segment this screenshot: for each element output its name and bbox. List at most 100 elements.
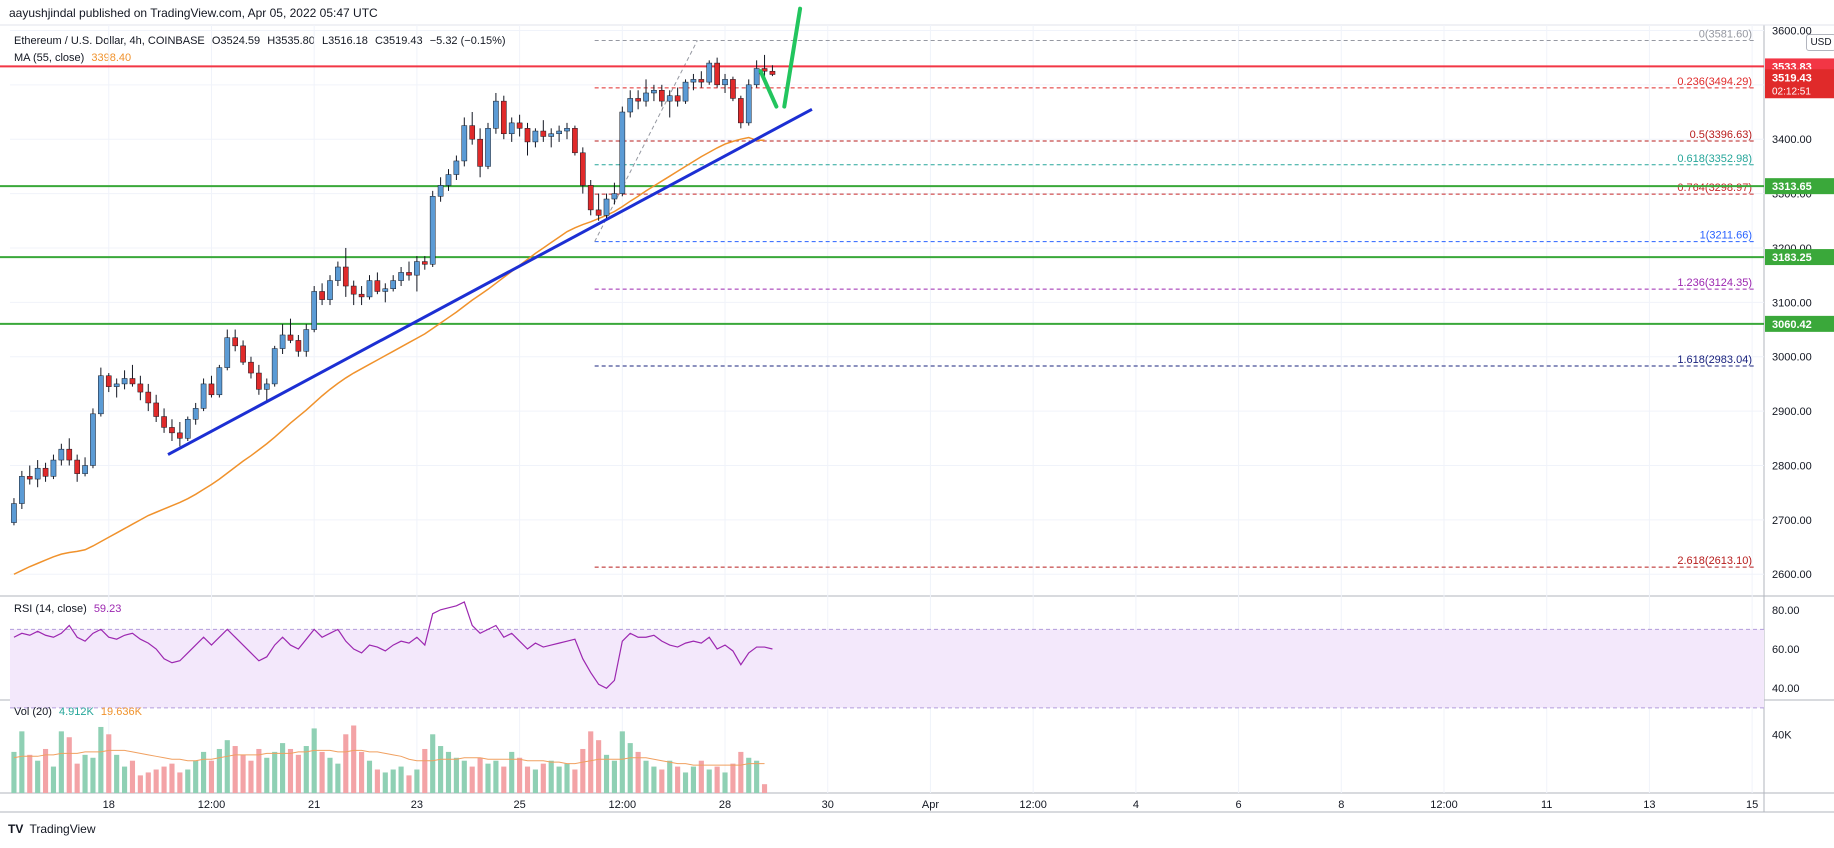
volume-bar xyxy=(11,751,17,793)
candlesticks xyxy=(11,54,776,526)
candle-down xyxy=(769,70,776,75)
support-price-badge xyxy=(1765,315,1834,332)
candle-up xyxy=(121,378,128,385)
candle-down xyxy=(516,122,523,129)
candle-up xyxy=(682,81,689,102)
fib-level-label: 0.5(3396.63) xyxy=(1690,129,1752,141)
tradingview-logo-icon: TV xyxy=(8,822,24,836)
rsi-tick-label: 80.00 xyxy=(1772,605,1800,617)
volume-legend[interactable]: Vol (20) 4.912K 19.636K xyxy=(14,706,142,718)
candle-down xyxy=(500,100,507,135)
volume-bar xyxy=(272,751,278,793)
fib-level-label: 0.764(3298.97) xyxy=(1677,182,1752,194)
candle-up xyxy=(445,174,452,186)
ohlc-open: O3524.59 xyxy=(211,35,261,47)
candle-down xyxy=(595,209,602,216)
candle-down xyxy=(524,128,531,143)
volume-bar xyxy=(690,766,696,793)
candle-up xyxy=(11,503,17,523)
candle-up xyxy=(90,413,96,466)
time-tick-label: 12:00 xyxy=(609,799,637,811)
ma-legend[interactable]: MA (55, close) 3398.40 xyxy=(14,52,131,64)
candle-down xyxy=(421,261,428,265)
fib-level-label: 0.236(3494.29) xyxy=(1677,76,1752,88)
candle-up xyxy=(548,133,555,137)
time-tick-label: 13 xyxy=(1643,799,1655,811)
volume-bar xyxy=(66,737,72,793)
candle-up xyxy=(429,196,436,265)
volume-bar xyxy=(351,725,357,793)
candle-down xyxy=(477,138,483,167)
volume-bar xyxy=(390,769,396,793)
candle-down xyxy=(374,280,381,292)
fib-anchor-line xyxy=(594,40,698,242)
candle-up xyxy=(335,266,341,281)
candle-up xyxy=(485,128,491,167)
volume-bar xyxy=(706,769,712,793)
candle-up xyxy=(611,193,618,200)
volume-bar xyxy=(540,763,546,793)
rsi-band xyxy=(10,629,1764,708)
volume-bar xyxy=(201,751,207,793)
candle-up xyxy=(82,465,88,474)
volume-bar xyxy=(675,766,681,793)
volume-bar xyxy=(82,754,88,793)
volume-bar xyxy=(343,734,349,793)
volume-bar xyxy=(193,760,199,793)
volume-current: 4.912K xyxy=(58,706,94,718)
volume-bar xyxy=(256,748,262,793)
symbol-title[interactable]: Ethereum / U.S. Dollar, 4h, COINBASE xyxy=(14,35,205,47)
currency-button[interactable]: USD xyxy=(1806,34,1834,51)
volume-bar xyxy=(627,743,633,793)
volume-bar xyxy=(477,757,483,793)
fib-level-label: 1(3211.66) xyxy=(1700,230,1752,242)
volume-bar xyxy=(145,772,151,793)
volume-bar xyxy=(698,760,704,793)
volume-bar xyxy=(643,760,649,793)
volume-bar xyxy=(580,748,586,793)
volume-bar xyxy=(461,760,467,793)
candle-down xyxy=(579,152,586,186)
candle-down xyxy=(587,185,594,211)
ohlc-low: L3516.18 xyxy=(321,35,368,47)
candle-up xyxy=(461,125,468,162)
time-tick-label: 23 xyxy=(411,799,423,811)
volume-bar xyxy=(651,766,657,793)
volume-bar xyxy=(169,763,175,793)
volume-bar xyxy=(406,775,412,793)
volume-bar xyxy=(264,757,270,793)
volume-bar xyxy=(295,754,301,793)
volume-bar xyxy=(319,751,325,793)
price-tick-label: 2700.00 xyxy=(1772,515,1812,527)
volume-bar xyxy=(548,760,554,793)
candle-up xyxy=(113,383,120,387)
candle-down xyxy=(42,467,49,477)
volume-bar xyxy=(682,772,689,793)
footer-brand[interactable]: TV TradingView xyxy=(8,822,96,836)
candle-down xyxy=(105,375,112,387)
volume-bar xyxy=(635,751,641,793)
candle-up xyxy=(34,467,41,480)
candle-down xyxy=(540,130,547,137)
volume-bars xyxy=(11,725,768,793)
signal-stroke xyxy=(782,6,803,109)
candle-up xyxy=(271,348,278,385)
candle-up xyxy=(216,367,223,396)
footer-brand-label: TradingView xyxy=(29,822,96,836)
volume-bar xyxy=(438,746,444,793)
candle-up xyxy=(643,92,649,102)
volume-bar xyxy=(501,766,507,793)
volume-bar xyxy=(98,726,104,793)
rsi-legend[interactable]: RSI (14, close) 59.23 xyxy=(14,603,121,615)
volume-bar xyxy=(659,769,665,793)
candle-up xyxy=(745,84,752,124)
candle-down xyxy=(177,432,183,439)
volume-bar xyxy=(327,757,333,793)
volume-bar xyxy=(524,766,531,793)
candle-up xyxy=(532,130,539,143)
volume-bar xyxy=(374,769,380,793)
volume-bar xyxy=(287,748,294,793)
